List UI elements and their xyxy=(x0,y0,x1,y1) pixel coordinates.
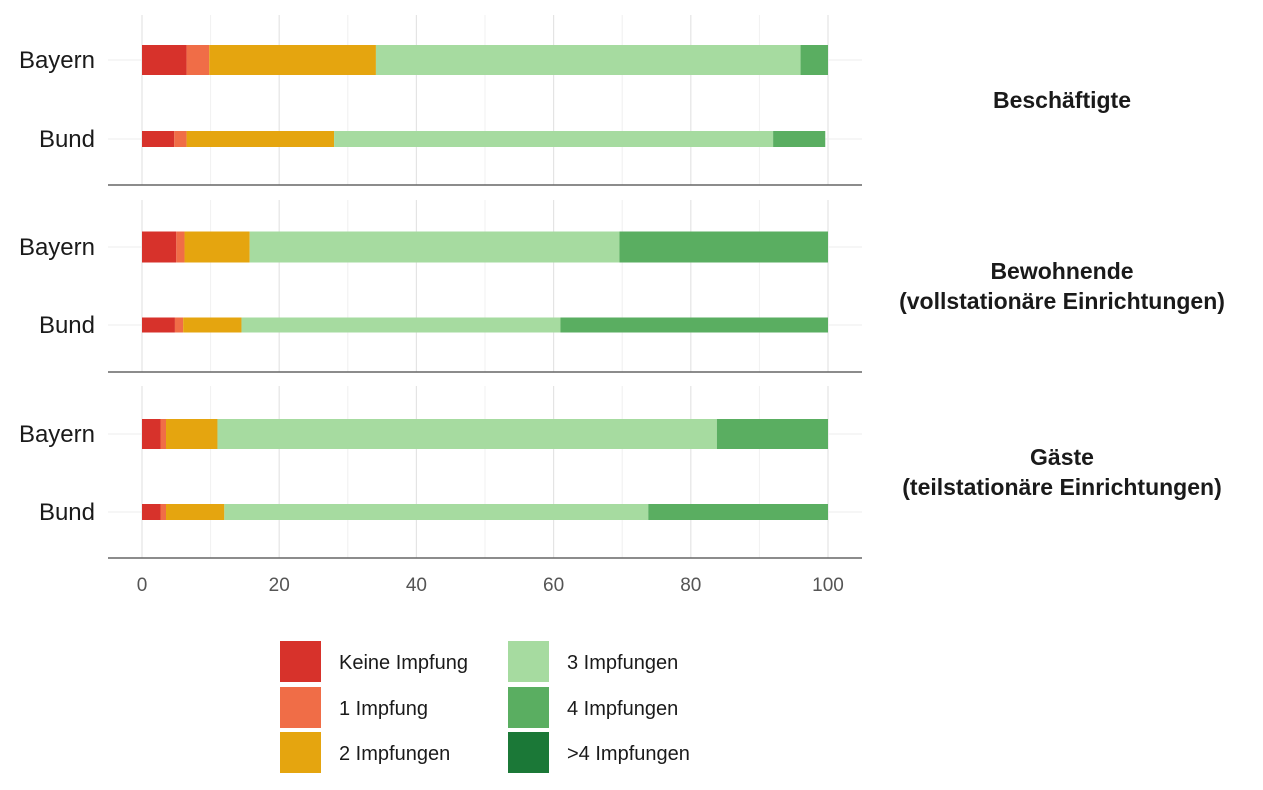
legend-label: Keine Impfung xyxy=(339,652,468,674)
x-tick-label: 20 xyxy=(269,575,290,596)
legend-key xyxy=(508,641,549,682)
bar-segment xyxy=(142,45,187,75)
legend-key xyxy=(280,732,321,773)
bar-segment xyxy=(142,231,177,263)
bar-segment xyxy=(619,231,828,263)
bar-segment xyxy=(186,131,335,147)
bar-segment xyxy=(184,231,250,263)
legend: Keine Impfung 1 Impfung 2 Impfungen 3 Impfu… xyxy=(280,641,690,773)
x-tick-label: 100 xyxy=(812,575,844,596)
bar-segment xyxy=(560,317,828,333)
axis-layer: 0 20 40 60 80 100 xyxy=(108,184,862,596)
legend-key xyxy=(280,641,321,682)
facet-label: (vollstationäre Einrichtungen) xyxy=(899,288,1225,314)
bar-segment xyxy=(334,131,774,147)
label-layer: Bayern Bund Beschäftigte Bayern Bund Bewohnen… xyxy=(19,47,1225,526)
category-label: Bund xyxy=(39,126,95,153)
legend-label: 1 Impfung xyxy=(339,698,428,720)
bar-segment xyxy=(142,317,175,333)
bar-segment xyxy=(648,504,828,520)
bar-segment xyxy=(142,419,161,449)
category-label: Bayern xyxy=(19,234,95,261)
bar-segment xyxy=(166,504,225,520)
legend-label: 4 Impfungen xyxy=(567,698,678,720)
category-label: Bayern xyxy=(19,47,95,74)
bar-segment xyxy=(209,45,376,75)
bar-segment xyxy=(166,419,218,449)
bar-segment xyxy=(174,317,184,333)
legend-key xyxy=(508,687,549,728)
bar-segment xyxy=(142,504,161,520)
bar-segment xyxy=(174,131,187,147)
facet-label: Gäste xyxy=(1030,444,1094,470)
bar-segment xyxy=(800,45,828,75)
legend-label: 2 Impfungen xyxy=(339,743,450,765)
grid-layer xyxy=(108,15,862,558)
bar-segment xyxy=(224,504,649,520)
category-label: Bund xyxy=(39,499,95,526)
bar-segment xyxy=(186,45,210,75)
bar-segment xyxy=(217,419,717,449)
legend-key xyxy=(508,732,549,773)
category-label: Bayern xyxy=(19,421,95,448)
x-tick-label: 0 xyxy=(137,575,148,596)
bar-segment xyxy=(241,317,561,333)
x-tick-label: 40 xyxy=(406,575,427,596)
bar-segment xyxy=(716,419,828,449)
bar-segment xyxy=(160,419,167,449)
legend-label: 3 Impfungen xyxy=(567,652,678,674)
facet-label: Beschäftigte xyxy=(993,87,1131,113)
facet-label: Bewohnende xyxy=(990,258,1133,284)
bar-segment xyxy=(160,504,167,520)
legend-label: >4 Impfungen xyxy=(567,743,690,765)
x-tick-label: 80 xyxy=(680,575,701,596)
legend-key xyxy=(280,687,321,728)
bar-segment xyxy=(375,45,801,75)
x-tick-label: 60 xyxy=(543,575,564,596)
category-label: Bund xyxy=(39,312,95,339)
bar-segment xyxy=(773,131,826,147)
facet-label: (teilstationäre Einrichtungen) xyxy=(902,474,1221,500)
bar-layer xyxy=(142,45,828,520)
bar-segment xyxy=(183,317,242,333)
bar-segment xyxy=(249,231,620,263)
bar-segment xyxy=(142,131,175,147)
bar-segment xyxy=(176,231,185,263)
